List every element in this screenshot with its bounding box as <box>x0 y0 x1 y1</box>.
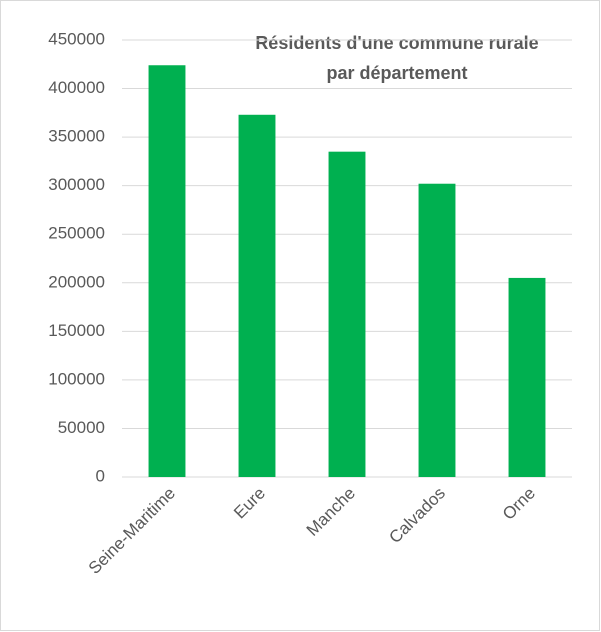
y-tick-label: 300000 <box>48 175 105 194</box>
y-tick-label: 0 <box>96 466 105 485</box>
bar <box>328 151 366 477</box>
y-tick-label: 400000 <box>48 78 105 97</box>
bar <box>148 65 186 477</box>
y-tick-label: 150000 <box>48 321 105 340</box>
y-tick-label: 100000 <box>48 369 105 388</box>
chart-title: Résidents d'une commune rurale <box>255 33 538 53</box>
y-tick-label: 350000 <box>48 127 105 146</box>
y-tick-label: 50000 <box>58 418 105 437</box>
bar <box>508 277 546 477</box>
y-tick-label: 250000 <box>48 224 105 243</box>
bar <box>418 183 456 478</box>
y-tick-label: 200000 <box>48 272 105 291</box>
chart-title: par département <box>326 63 467 83</box>
bar <box>238 114 276 477</box>
y-tick-label: 450000 <box>48 29 105 48</box>
